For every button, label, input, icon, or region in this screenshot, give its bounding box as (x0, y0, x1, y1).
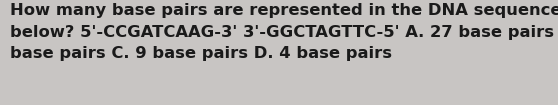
Text: How many base pairs are represented in the DNA sequence
below? 5'-CCGATCAAG-3' 3: How many base pairs are represented in t… (10, 3, 558, 61)
